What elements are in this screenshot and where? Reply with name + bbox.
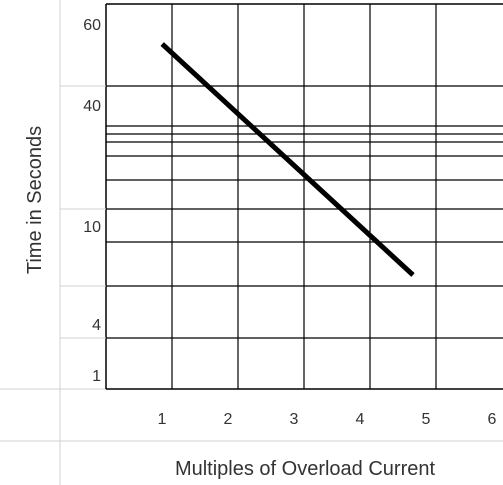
x-axis-title: Multiples of Overload Current xyxy=(175,458,436,480)
x-tick-label: 1 xyxy=(158,411,167,428)
y-tick-label: 10 xyxy=(83,219,101,236)
chart-labels: 60 40 10 4 1 1 2 3 4 5 6 Multiples of Ov… xyxy=(24,17,497,480)
x-tick-label: 5 xyxy=(422,411,431,428)
y-tick-label: 40 xyxy=(83,98,101,115)
x-tick-label: 6 xyxy=(488,411,497,428)
y-tick-label: 1 xyxy=(92,368,101,385)
x-tick-label: 2 xyxy=(224,411,233,428)
y-tick-label: 4 xyxy=(92,317,101,334)
chart-series xyxy=(160,42,415,277)
series-line xyxy=(160,42,415,277)
x-tick-label: 4 xyxy=(356,411,365,428)
x-tick-label: 3 xyxy=(290,411,299,428)
y-tick-label: 60 xyxy=(83,17,101,34)
y-axis-title: Time in Seconds xyxy=(24,126,46,274)
